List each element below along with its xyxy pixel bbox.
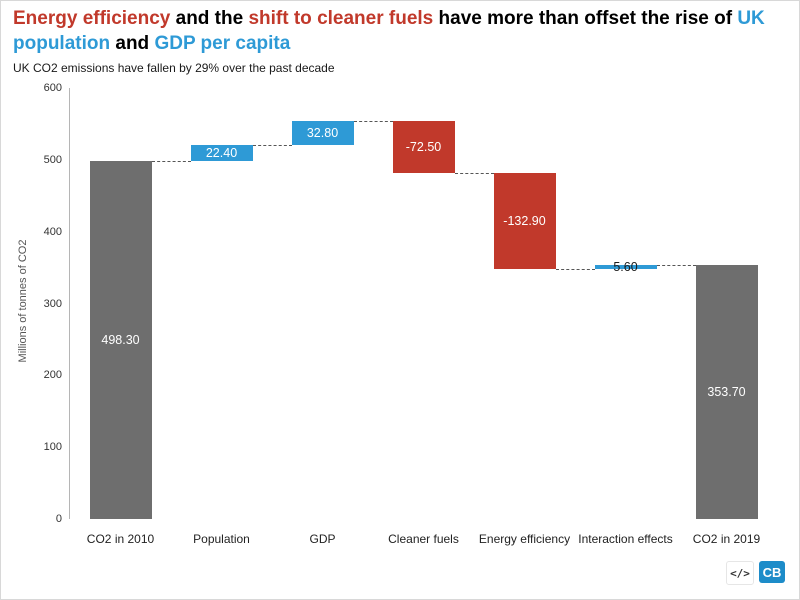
bar-gdp: [291, 121, 354, 145]
x-tick-label: CO2 in 2010: [86, 532, 155, 546]
connector-line: [252, 144, 292, 146]
y-tick-label: 400: [43, 225, 62, 238]
bar-value-label: -72.50: [405, 140, 442, 155]
x-tick-label: GDP: [309, 532, 336, 546]
bar-value-label: 22.40: [205, 146, 238, 160]
y-tick-label: 0: [55, 513, 62, 525]
title-segment: and: [110, 33, 155, 55]
chart-subtitle: UK CO2 emissions have fallen by 29% over…: [13, 61, 335, 75]
cb-logo: CB: [759, 561, 785, 583]
plot-area: 0 100 200 300 400 500 600 CO2 in 2010 Population…: [44, 82, 777, 546]
y-tick-label: 100: [43, 441, 62, 454]
title-segment: and the: [170, 8, 249, 29]
x-tick-label: Energy efficiency: [478, 532, 571, 546]
bar-value-label: 353.70: [707, 384, 746, 399]
code-icon: </>: [726, 561, 754, 585]
bar-population: [190, 144, 253, 162]
x-tick-label: Population: [193, 532, 250, 546]
bar-energy-efficiency: [493, 173, 556, 269]
carbon-brief-logo: </> CB: [726, 561, 785, 585]
connector-line: [656, 264, 696, 266]
connector-line: [454, 173, 494, 175]
title-segment: GDP per capita: [154, 33, 291, 55]
connector-line: [555, 268, 595, 270]
connector-line: [353, 121, 393, 123]
y-tick-label: 600: [43, 82, 62, 94]
y-tick-label: 300: [43, 297, 62, 310]
title-segment: have more than offset the rise of: [433, 8, 738, 29]
bar-value-label: 498.30: [101, 333, 140, 348]
connector-line: [151, 161, 191, 163]
x-tick-label: Interaction effects: [578, 532, 673, 546]
title-segment: shift to cleaner fuels: [248, 8, 434, 29]
title-segment: Energy efficiency: [13, 8, 171, 29]
x-tick-label: Cleaner fuels: [388, 532, 459, 546]
chart-title: Energy efficiency and the shift to clean…: [13, 6, 791, 56]
bar-value-label: -132.90: [503, 214, 546, 229]
y-tick-label: 200: [43, 369, 62, 382]
bar-value-label: 5.60: [613, 259, 638, 274]
bar-co2-in-2010: [89, 161, 152, 519]
y-tick-label: 500: [43, 153, 62, 166]
bar-cleaner-fuels: [392, 121, 455, 174]
bar-co2-in-2019: [695, 264, 758, 519]
title-segment: UK population: [13, 8, 765, 55]
bar-interaction-effects: [594, 264, 657, 269]
bar-value-label: 32.80: [306, 126, 339, 141]
x-tick-label: CO2 in 2019: [692, 532, 761, 546]
